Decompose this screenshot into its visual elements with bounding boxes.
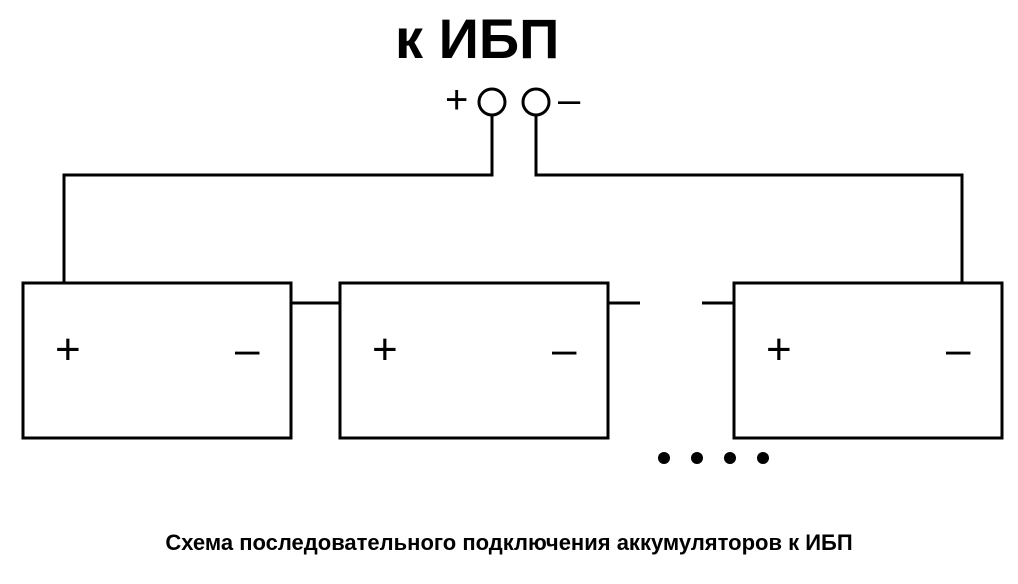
- diagram-caption: Схема последовательного подключения акку…: [0, 530, 1018, 556]
- battery-minus-label: –: [946, 325, 970, 375]
- diagram-title: к ИБП: [395, 6, 559, 71]
- battery-minus-label: –: [552, 325, 576, 375]
- schematic-svg: [0, 0, 1018, 584]
- battery-plus-label: +: [766, 325, 792, 375]
- battery-plus-label: +: [372, 325, 398, 375]
- battery-minus-label: –: [235, 325, 259, 375]
- battery-plus-label: +: [55, 325, 81, 375]
- terminal-plus-label: +: [445, 78, 468, 123]
- terminal-minus-label: –: [558, 78, 580, 123]
- diagram-canvas: к ИБП + – Схема последовательного подклю…: [0, 0, 1018, 584]
